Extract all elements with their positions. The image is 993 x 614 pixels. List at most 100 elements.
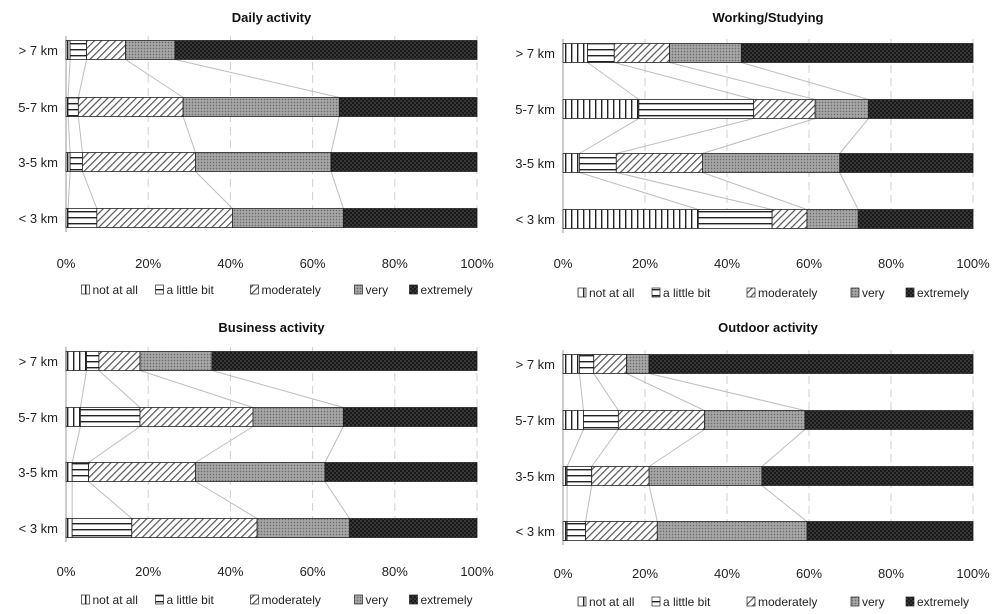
legend-swatch-not-at-all (577, 287, 587, 298)
series-connector-line (139, 370, 254, 408)
series-connector-line (195, 481, 258, 519)
series-connector-line (761, 429, 806, 467)
bar-segment-extremely (349, 518, 478, 538)
series-connector-line (71, 426, 81, 463)
bar-segment-a-little-bit (69, 40, 87, 60)
category-label: 3-5 km (18, 155, 58, 170)
bar-segment-very (704, 410, 806, 430)
bar-segment-a-little-bit (579, 153, 617, 173)
series-connector-line (616, 172, 773, 210)
bar-segment-moderately (613, 43, 670, 63)
category-label: 5-7 km (515, 413, 555, 428)
bar-segment-very (814, 99, 869, 119)
series-connector-line (591, 429, 619, 467)
series-connector-line (566, 429, 584, 467)
bar-segment-moderately (131, 518, 258, 538)
bar-segment-extremely (839, 153, 974, 173)
bar-segment-moderately (617, 410, 705, 430)
series-connector-line (585, 485, 593, 522)
series-connector-line (579, 118, 640, 154)
bar-segment-a-little-bit (67, 97, 79, 117)
legend-label: not at all (589, 595, 634, 609)
bar-segment-extremely (804, 410, 974, 430)
legend-swatch-a-little-bit (155, 284, 164, 295)
legend-label: very (862, 286, 885, 300)
category-label: > 7 km (19, 43, 58, 58)
bar-segment-not-at-all (562, 466, 568, 486)
bar-segment-moderately (86, 40, 126, 60)
series-connector-line (593, 373, 619, 411)
bar-segment-a-little-bit (566, 521, 586, 541)
legend-swatch-a-little-bit (155, 594, 164, 605)
bar-segment-moderately (88, 462, 196, 482)
bar-segment-a-little-bit (86, 351, 100, 371)
bar-segment-very (252, 407, 344, 427)
category-label: 3-5 km (18, 465, 58, 480)
x-tick-label: 20% (135, 564, 161, 579)
bar-segment-not-at-all (562, 354, 580, 374)
category-label: < 3 km (516, 212, 555, 227)
category-label: < 3 km (516, 524, 555, 539)
bar-segment-moderately (771, 209, 808, 229)
legend-label: very (366, 283, 389, 297)
x-tick-label: 0% (57, 564, 76, 579)
bar-segment-not-at-all (65, 407, 81, 427)
bar-segment-a-little-bit (566, 466, 593, 486)
bar-segment-moderately (591, 466, 650, 486)
series-connector-line (614, 62, 754, 100)
legend-label: not at all (93, 593, 138, 607)
legend-label: not at all (93, 283, 138, 297)
x-tick-label: 80% (382, 564, 408, 579)
x-tick-label: 0% (57, 256, 76, 271)
bar-segment-very (806, 209, 859, 229)
series-connector-line (324, 426, 344, 463)
legend-label: a little bit (167, 593, 215, 607)
bar-segment-a-little-bit (587, 43, 615, 63)
bar-segment-not-at-all (562, 153, 580, 173)
category-label: > 7 km (516, 357, 555, 372)
series-connector-line (839, 172, 859, 210)
bar-segment-a-little-bit (71, 462, 90, 482)
legend-label: very (366, 593, 389, 607)
series-connector-line (761, 485, 808, 522)
series-connector-line (626, 373, 705, 411)
bar-segment-extremely (343, 407, 478, 427)
x-tick-label: 20% (135, 256, 161, 271)
legend-swatch-moderately (746, 596, 756, 607)
bar-segment-not-at-all (65, 152, 71, 172)
legend-swatch-very (354, 284, 363, 295)
legend-label: a little bit (663, 286, 711, 300)
x-tick-label: 40% (714, 256, 740, 271)
x-tick-label: 40% (217, 564, 243, 579)
bar-segment-very (702, 153, 841, 173)
bar-segment-very (648, 466, 763, 486)
series-connector-line (669, 62, 816, 100)
legend-swatch-extremely (905, 287, 915, 298)
legend-label: extremely (917, 286, 969, 300)
legend-label: a little bit (167, 283, 215, 297)
x-tick-label: 80% (878, 566, 904, 581)
chart-title: Working/Studying (713, 10, 824, 25)
bar-segment-moderately (753, 99, 816, 119)
legend-swatch-moderately (250, 284, 259, 295)
series-connector-line (587, 62, 640, 100)
legend: not at all a little bit moderately very extr… (577, 286, 969, 300)
bar-segment-not-at-all (65, 518, 73, 538)
bar-segment-a-little-bit (638, 99, 755, 119)
bar-segment-moderately (98, 351, 141, 371)
bar-segment-very (256, 518, 350, 538)
series-connector-line (67, 59, 71, 98)
legend-label: extremely (917, 595, 969, 609)
bar-segment-extremely (740, 43, 974, 63)
series-connector-line (88, 426, 141, 463)
series-connector-line (648, 485, 658, 522)
x-tick-label: 20% (632, 256, 658, 271)
legend-swatch-very (850, 287, 860, 298)
series-connector-line (839, 118, 869, 154)
bar-segment-a-little-bit (583, 410, 619, 430)
legend-swatch-extremely (905, 596, 915, 607)
bar-segment-extremely (343, 208, 478, 228)
bar-segment-very (669, 43, 742, 63)
bar-segment-very (656, 521, 808, 541)
